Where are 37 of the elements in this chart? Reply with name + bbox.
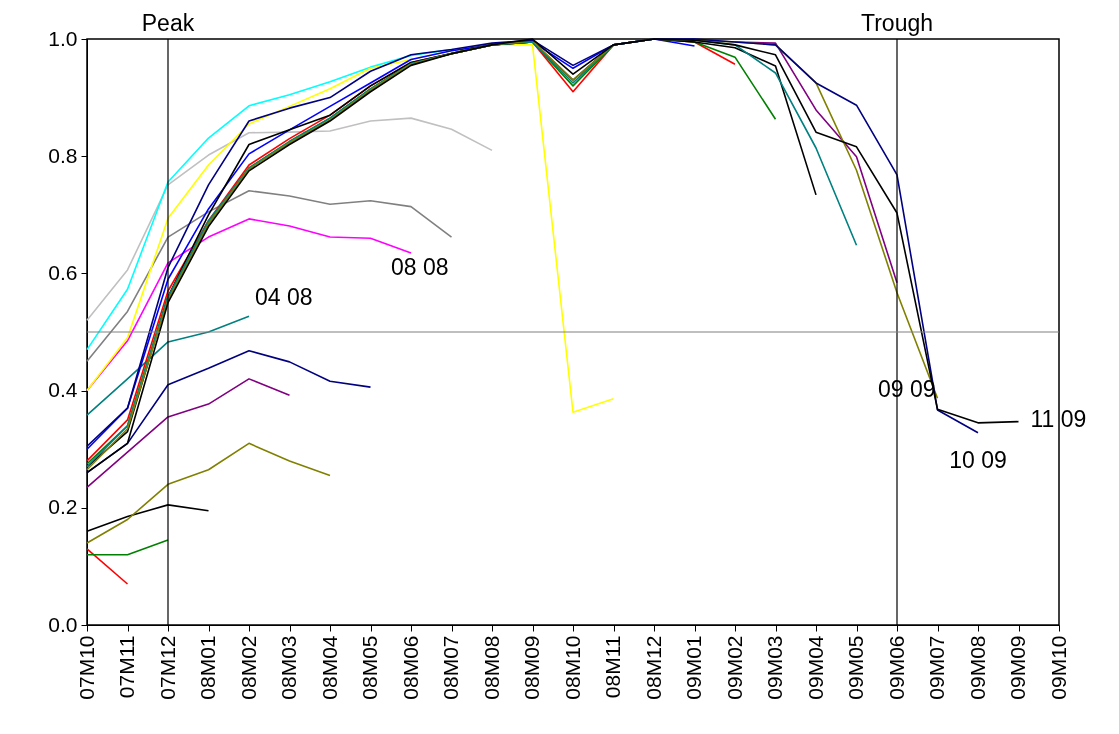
y-tick-label: 0.4 — [48, 378, 78, 402]
y-tick-label: 1.0 — [48, 26, 78, 50]
x-tick-label: 08M01 — [196, 635, 219, 700]
x-tick-label: 09M04 — [803, 635, 827, 700]
x-tick-label: 07M10 — [74, 635, 98, 700]
x-tick-label: 08M12 — [641, 635, 665, 700]
y-tick-label: 0.2 — [48, 495, 78, 519]
x-tick-label: 08M11 — [601, 635, 624, 699]
x-tick-label: 08M07 — [439, 635, 462, 700]
x-tick-label: 09M08 — [965, 635, 989, 700]
annotation: 10 09 — [949, 446, 1007, 473]
x-tick-label: 09M01 — [682, 635, 705, 700]
x-tick-label: 07M12 — [155, 635, 179, 700]
x-tick-label: 08M09 — [520, 635, 543, 700]
x-tick-label: 08M10 — [560, 635, 584, 700]
x-tick-label: 09M10 — [1046, 635, 1070, 700]
x-tick-label: 09M02 — [722, 635, 746, 700]
x-tick-label: 07M11 — [115, 635, 138, 699]
x-tick-label: 09M09 — [1006, 635, 1029, 700]
x-tick-label: 09M05 — [844, 635, 867, 700]
x-tick-label: 08M06 — [398, 635, 422, 700]
annotation: 08 08 — [391, 253, 449, 280]
x-tick-label: 08M03 — [277, 635, 300, 700]
x-tick-label: 09M03 — [763, 635, 786, 700]
annotation: 04 08 — [255, 284, 313, 311]
ref-line-label: Peak — [141, 10, 195, 36]
ref-line-label: Trough — [860, 10, 934, 36]
y-tick-label: 0.8 — [48, 143, 78, 167]
annotation: 11 09 — [1030, 405, 1087, 432]
x-tick-label: 08M04 — [317, 635, 341, 700]
y-tick-label: 0.0 — [48, 612, 78, 636]
x-tick-label: 08M08 — [479, 635, 503, 700]
x-tick-label: 08M05 — [358, 635, 381, 700]
x-tick-label: 09M06 — [884, 635, 908, 700]
y-tick-label: 0.6 — [48, 260, 78, 284]
x-tick-label: 09M07 — [925, 635, 948, 700]
x-tick-label: 08M02 — [236, 635, 260, 700]
